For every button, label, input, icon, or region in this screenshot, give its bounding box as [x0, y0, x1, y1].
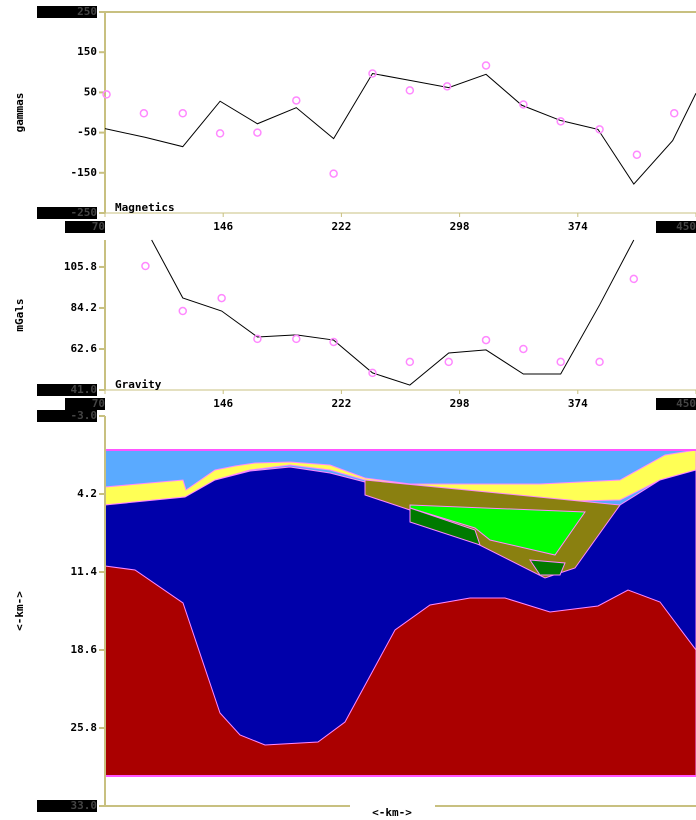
observed-point — [596, 358, 603, 365]
tick-label: 450 — [676, 397, 696, 410]
cross-section — [105, 450, 696, 776]
tick-label: 450 — [676, 220, 696, 233]
observed-point — [483, 62, 490, 69]
tick-label: 50 — [84, 85, 97, 98]
tick-label: 146 — [213, 397, 233, 410]
observed-point — [406, 87, 413, 94]
observed-point — [630, 275, 637, 282]
observed-point — [293, 335, 300, 342]
tick-label: -250 — [71, 206, 98, 219]
observed-point — [140, 110, 147, 117]
observed-point — [557, 358, 564, 365]
tick-label: 25.8 — [71, 721, 98, 734]
observed-point — [406, 358, 413, 365]
tick-label: 18.6 — [71, 643, 98, 656]
tick-label: 298 — [450, 220, 470, 233]
tick-label: -150 — [71, 166, 98, 179]
y-axis-label: <-km-> — [13, 591, 26, 631]
tick-label: 222 — [331, 220, 351, 233]
tick-label: 374 — [568, 397, 588, 410]
tick-label: -3.0 — [71, 409, 98, 422]
tick-label: 222 — [331, 397, 351, 410]
tick-label: 62.6 — [71, 342, 98, 355]
tick-label: -50 — [77, 126, 97, 139]
tick-label: 146 — [213, 220, 233, 233]
tick-label: 4.2 — [77, 487, 97, 500]
observed-point — [179, 308, 186, 315]
tick-label: 150 — [77, 45, 97, 58]
tick-label: 11.4 — [71, 565, 98, 578]
chart: -250 -150 -50 50 150 250 gammas 70 146 222 298 374 4… — [0, 0, 696, 820]
x-axis-label: <-km-> — [372, 806, 412, 819]
y-axis-label: gammas — [13, 93, 26, 133]
y-axis-label: mGals — [13, 298, 26, 331]
observed-point — [142, 263, 149, 270]
observed-point — [633, 151, 640, 158]
tick-label: 84.2 — [71, 301, 98, 314]
calculated-line — [152, 240, 634, 385]
tick-label: 374 — [568, 220, 588, 233]
annotation: Gravity — [115, 378, 162, 391]
observed-point — [445, 358, 452, 365]
observed-point — [254, 129, 261, 136]
annotation: Magnetics — [115, 201, 175, 214]
observed-point — [483, 337, 490, 344]
observed-point — [520, 345, 527, 352]
tick-label: 70 — [92, 220, 105, 233]
tick-label: 41.0 — [71, 383, 98, 396]
observed-point — [218, 295, 225, 302]
observed-point — [217, 130, 224, 137]
observed-point — [330, 170, 337, 177]
observed-point — [179, 110, 186, 117]
tick-label: 105.8 — [64, 260, 97, 273]
observed-point — [671, 110, 678, 117]
calculated-line — [105, 74, 696, 185]
tick-label: 33.0 — [71, 799, 98, 812]
tick-label: 250 — [77, 5, 97, 18]
observed-point — [293, 97, 300, 104]
tick-label: 298 — [450, 397, 470, 410]
